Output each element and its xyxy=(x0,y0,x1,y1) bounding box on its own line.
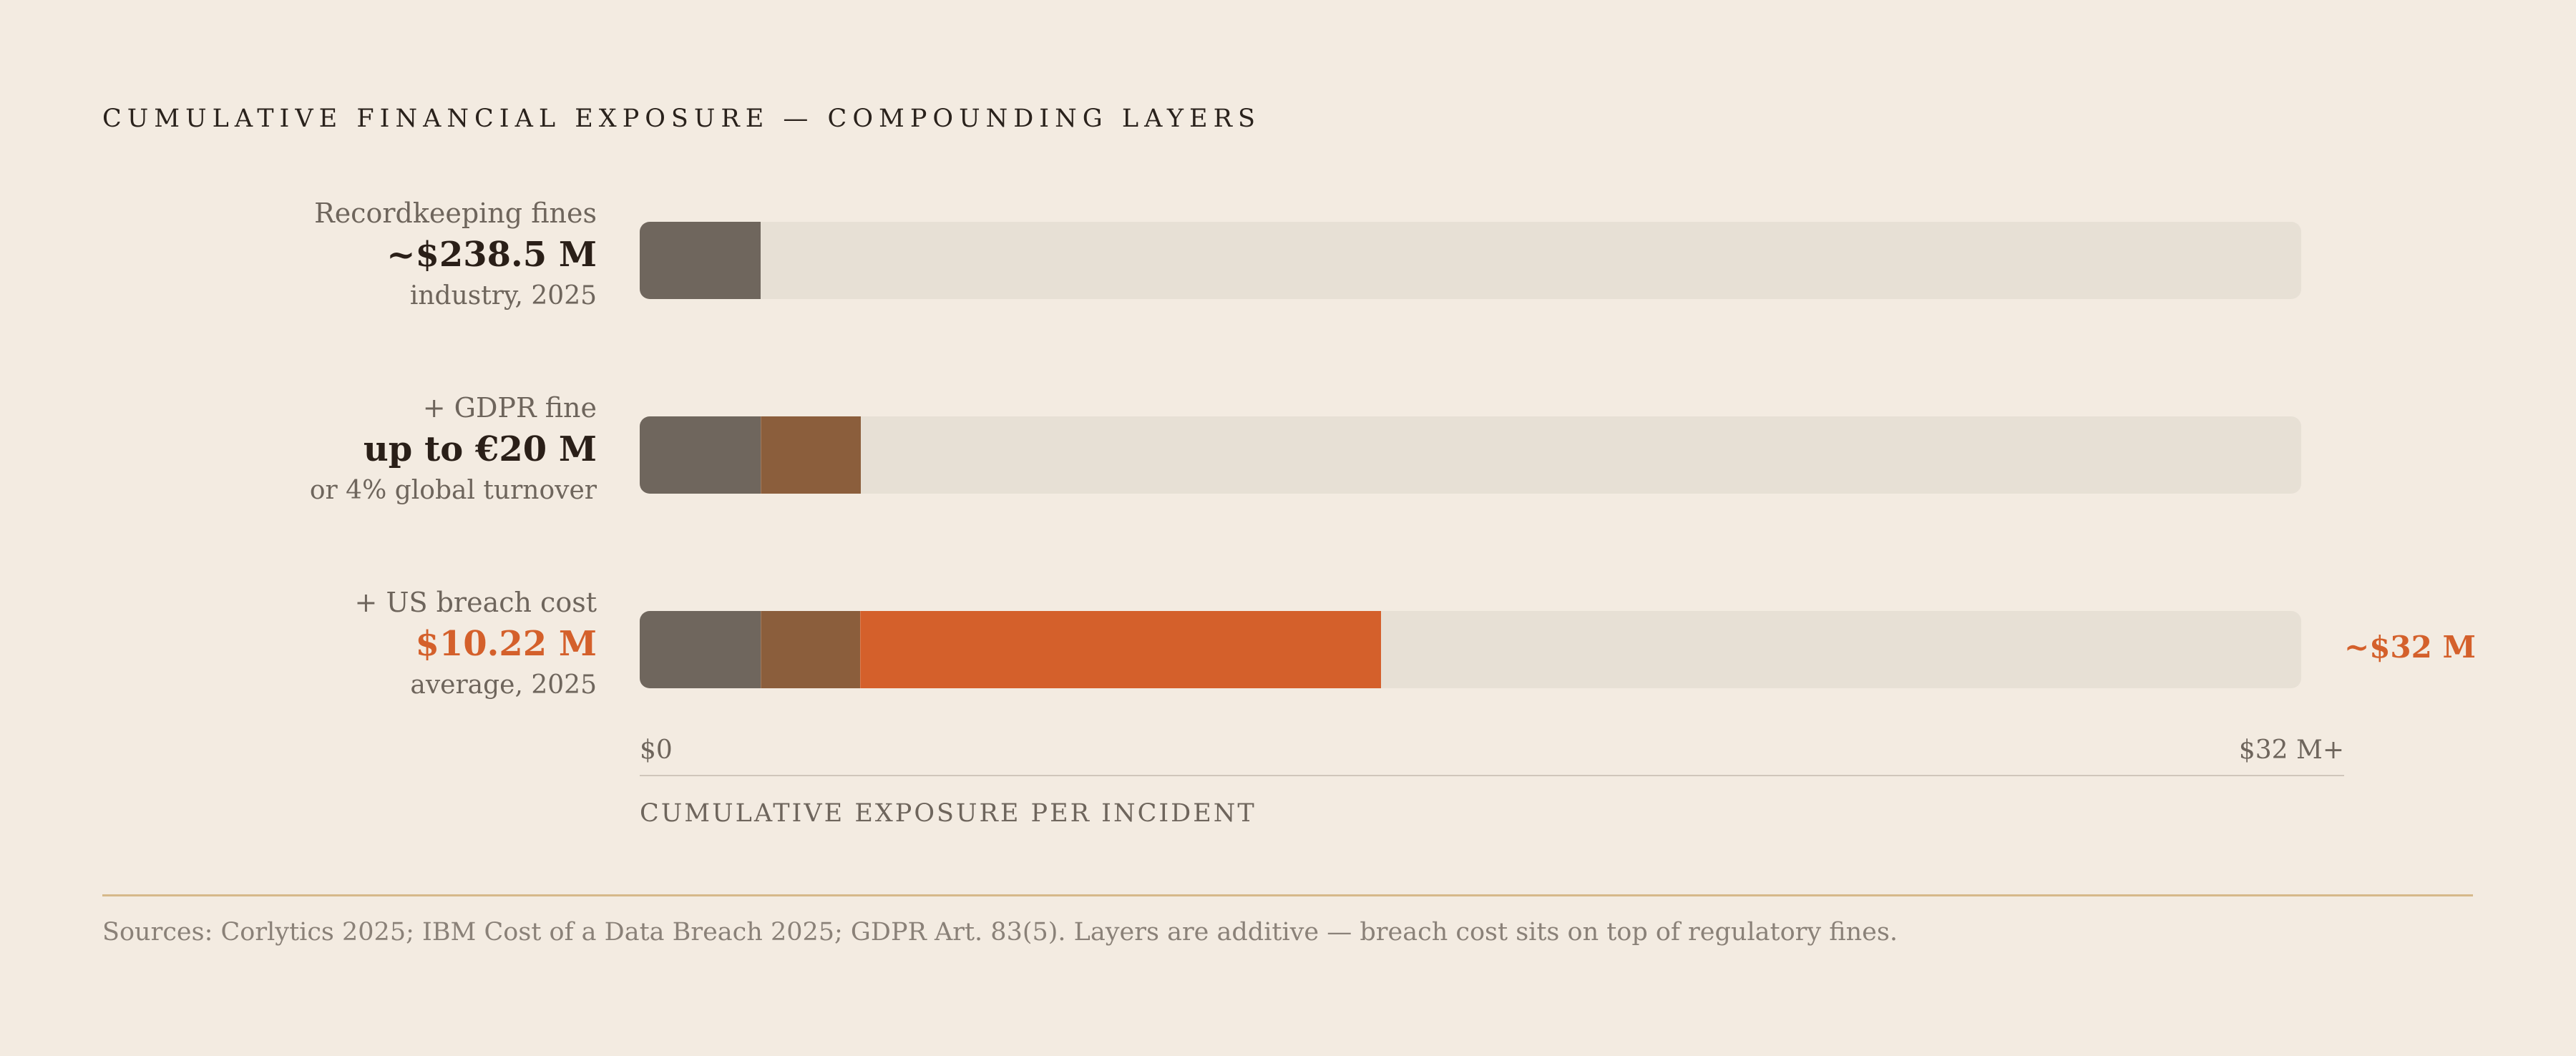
x-axis-title: CUMULATIVE EXPOSURE PER INCIDENT xyxy=(640,799,1257,828)
row-name: Recordkeeping fines xyxy=(314,197,597,229)
bar-track-us-breach xyxy=(640,611,2301,688)
recordkeeping-segment xyxy=(640,222,761,299)
x-axis-line xyxy=(640,775,2344,776)
us-breach-segment xyxy=(860,611,1381,688)
row-value: up to €20 M xyxy=(363,429,597,469)
gdpr-segment xyxy=(761,416,862,494)
recordkeeping-segment xyxy=(640,416,761,494)
bar-track-gdpr xyxy=(640,416,2301,494)
bar-track-recordkeeping xyxy=(640,222,2301,299)
row-value: ~$238.5 M xyxy=(386,235,597,275)
row-label-us-breach: + US breach cost $10.22 M average, 2025 xyxy=(143,584,597,704)
axis-min-label: $0 xyxy=(640,735,673,765)
row-label-gdpr: + GDPR fine up to €20 M or 4% global tur… xyxy=(143,389,597,509)
row-value: $10.22 M xyxy=(415,624,597,664)
row-note: average, 2025 xyxy=(410,670,597,700)
gdpr-segment xyxy=(761,611,862,688)
footer-divider xyxy=(102,894,2473,896)
row-name: + GDPR fine xyxy=(422,392,597,424)
axis-max-label: $32 M+ xyxy=(2238,735,2344,765)
row-note: or 4% global turnover xyxy=(309,476,597,505)
sources-note: Sources: Corlytics 2025; IBM Cost of a D… xyxy=(102,918,1898,947)
recordkeeping-segment xyxy=(640,611,761,688)
row-note: industry, 2025 xyxy=(409,281,597,311)
row-label-recordkeeping: Recordkeeping fines ~$238.5 M industry, … xyxy=(143,195,597,315)
total-end-label: ~$32 M xyxy=(2344,630,2476,665)
row-name: + US breach cost xyxy=(354,587,597,618)
chart-title: CUMULATIVE FINANCIAL EXPOSURE — COMPOUND… xyxy=(102,104,1261,133)
